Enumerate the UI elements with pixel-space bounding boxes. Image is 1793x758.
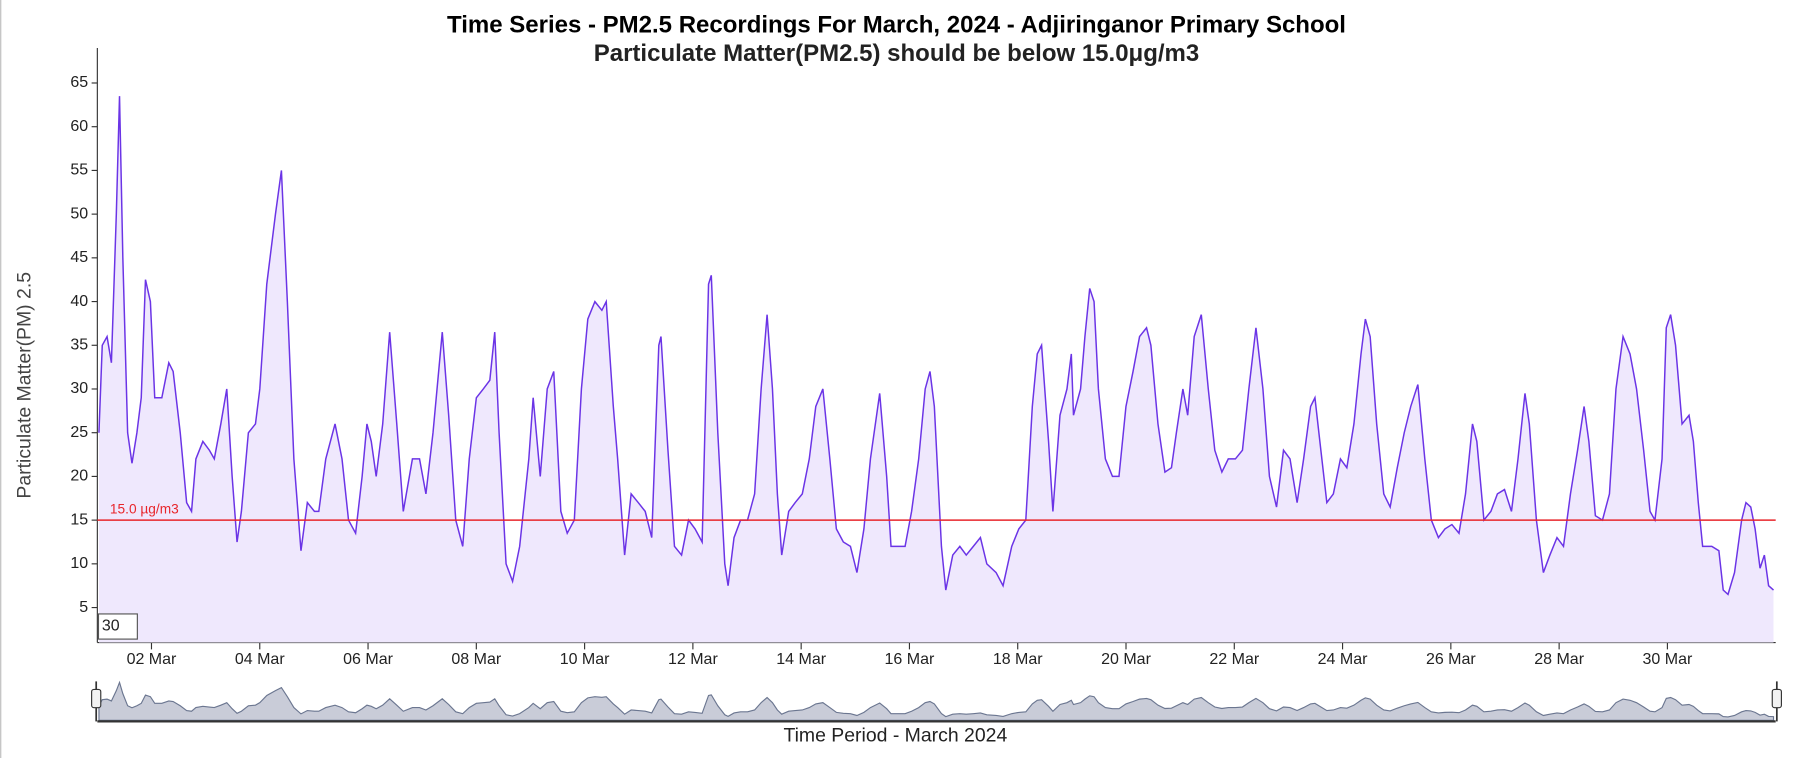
y-tick-label: 5	[79, 599, 88, 616]
x-tick-label: 24 Mar	[1318, 651, 1368, 668]
x-tick-label: 30 Mar	[1643, 651, 1693, 668]
y-tick-label: 40	[70, 293, 88, 310]
x-tick-label: 12 Mar	[668, 651, 718, 668]
x-axis-title: Time Period - March 2024	[783, 724, 1007, 746]
y-tick-label: 30	[70, 380, 88, 397]
x-tick-label: 16 Mar	[885, 651, 935, 668]
series-line	[98, 96, 1775, 596]
y-tick-label: 60	[70, 118, 88, 135]
y-tick-label: 10	[70, 555, 88, 572]
x-tick-label: 14 Mar	[776, 651, 826, 668]
x-tick-label: 22 Mar	[1209, 651, 1259, 668]
x-tick-label: 06 Mar	[343, 651, 393, 668]
y-tick-label: 35	[70, 336, 88, 353]
y-tick-label: 25	[70, 424, 88, 441]
x-tick-label: 20 Mar	[1101, 651, 1151, 668]
navigator-handle[interactable]	[1771, 688, 1782, 709]
navigator-area	[98, 680, 1775, 721]
range-input[interactable]	[97, 613, 138, 640]
area-fill	[98, 96, 1774, 643]
x-tick-label: 08 Mar	[451, 651, 501, 668]
chart-subtitle: Particulate Matter(PM2.5) should be belo…	[594, 40, 1200, 67]
x-tick-label: 28 Mar	[1534, 651, 1584, 668]
y-tick-label: 55	[70, 162, 88, 179]
x-tick-label: 04 Mar	[235, 651, 285, 668]
x-tick-label: 18 Mar	[993, 651, 1043, 668]
x-tick-label: 02 Mar	[127, 651, 177, 668]
y-tick-label: 15	[70, 511, 88, 528]
chart-title: Time Series - PM2.5 Recordings For March…	[447, 12, 1346, 39]
range-input-value: 30	[102, 618, 120, 635]
threshold-label: 15.0 µg/m3	[110, 501, 179, 516]
navigator-handle[interactable]	[91, 688, 102, 709]
y-tick-label: 65	[70, 74, 88, 91]
x-tick-label: 26 Mar	[1426, 651, 1476, 668]
y-axis-title: Particulate Matter(PM) 2.5	[13, 272, 35, 499]
y-tick-label: 45	[70, 249, 88, 266]
x-tick-label: 10 Mar	[560, 651, 610, 668]
y-tick-label: 50	[70, 205, 88, 222]
y-tick-label: 20	[70, 468, 88, 485]
